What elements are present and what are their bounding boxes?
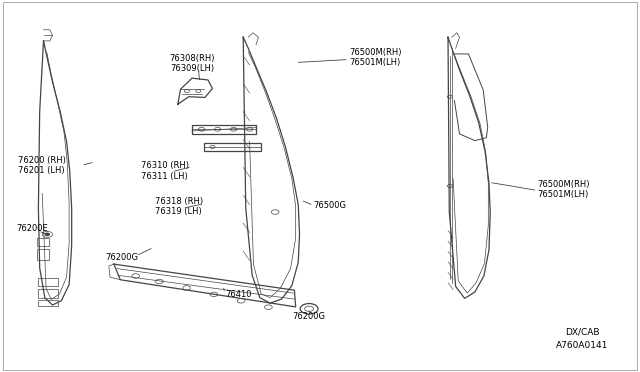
Text: 76500M(RH)
76501M(LH): 76500M(RH) 76501M(LH) <box>538 180 590 199</box>
Text: 76308(RH)
76309(LH): 76308(RH) 76309(LH) <box>169 54 215 73</box>
Text: DX/CAB: DX/CAB <box>565 327 600 336</box>
Text: 76200E: 76200E <box>16 224 48 233</box>
Bar <box>37 249 49 260</box>
Bar <box>38 278 58 286</box>
Bar <box>204 143 261 151</box>
Bar <box>37 238 49 246</box>
Text: 76500M(RH)
76501M(LH): 76500M(RH) 76501M(LH) <box>349 48 401 67</box>
Bar <box>38 289 58 298</box>
Text: 76200G: 76200G <box>106 253 139 262</box>
Text: 76310 (RH)
76311 (LH): 76310 (RH) 76311 (LH) <box>141 161 189 181</box>
Bar <box>192 125 256 134</box>
Text: 76200G: 76200G <box>292 312 326 321</box>
Text: 76318 (RH)
76319 (LH): 76318 (RH) 76319 (LH) <box>155 197 203 216</box>
Text: 76410: 76410 <box>225 290 252 299</box>
Text: 76200 (RH)
76201 (LH): 76200 (RH) 76201 (LH) <box>18 156 66 175</box>
Text: A760A0141: A760A0141 <box>556 341 609 350</box>
Circle shape <box>45 233 49 235</box>
Text: 76500G: 76500G <box>314 201 347 210</box>
Bar <box>38 300 58 306</box>
